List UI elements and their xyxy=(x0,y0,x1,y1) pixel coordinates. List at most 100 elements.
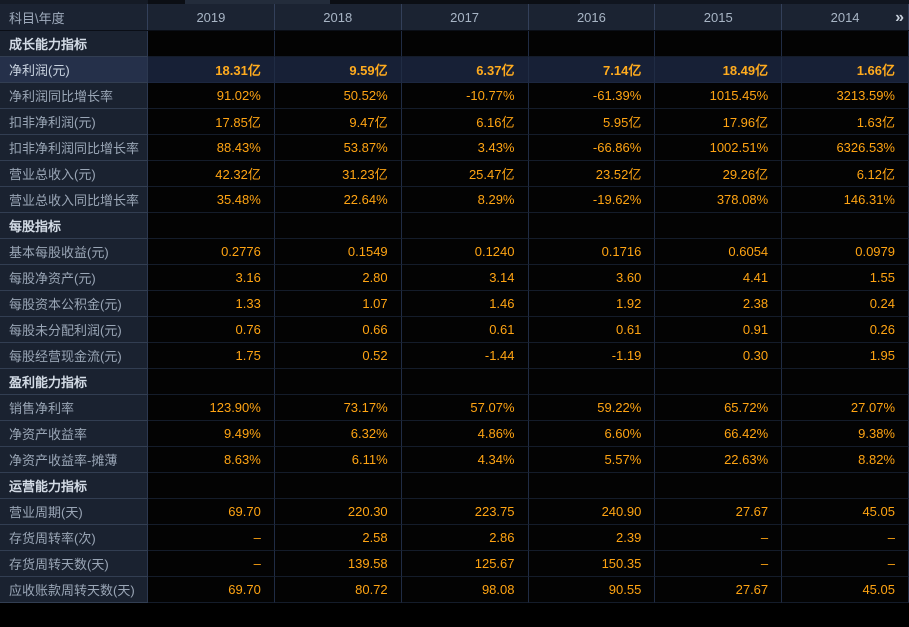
value-cell: 0.24 xyxy=(782,291,909,317)
table-row[interactable]: 每股未分配利润(元) 0.76 0.66 0.61 0.61 0.91 0.26 xyxy=(0,317,909,343)
value-cell: 25.47亿 xyxy=(401,161,529,187)
row-label: 扣非净利润同比增长率 xyxy=(0,135,148,161)
value-cell xyxy=(148,369,275,395)
row-label: 每股净资产(元) xyxy=(0,265,148,291)
value-cell: 6.37亿 xyxy=(401,57,529,83)
value-cell: 150.35 xyxy=(528,551,656,577)
value-cell: 65.72% xyxy=(655,395,783,421)
value-cell: 8.63% xyxy=(148,447,275,473)
value-cell: -19.62% xyxy=(528,187,656,213)
table-row[interactable]: 净资产收益率 9.49% 6.32% 4.86% 6.60% 66.42% 9.38% xyxy=(0,421,909,447)
section-row[interactable]: 成长能力指标 xyxy=(0,31,909,57)
value-cell: 27.07% xyxy=(782,395,909,421)
value-cell: 0.26 xyxy=(782,317,909,343)
section-row[interactable]: 运营能力指标 xyxy=(0,473,909,499)
value-cell: 1002.51% xyxy=(655,135,783,161)
value-cell: 57.07% xyxy=(401,395,529,421)
value-cell: 45.05 xyxy=(782,577,909,603)
table-row[interactable]: 扣非净利润同比增长率 88.43% 53.87% 3.43% -66.86% 1002.5… xyxy=(0,135,909,161)
value-cell: -1.19 xyxy=(528,343,656,369)
value-cell xyxy=(274,31,402,57)
table-row[interactable]: 每股资本公积金(元) 1.33 1.07 1.46 1.92 2.38 0.24 xyxy=(0,291,909,317)
table-row[interactable]: 应收账款周转天数(天) 69.70 80.72 98.08 90.55 27.67 45.0… xyxy=(0,577,909,603)
year-column-header[interactable]: 2018 xyxy=(275,4,402,30)
value-cell xyxy=(274,473,402,499)
value-cell: 69.70 xyxy=(148,577,275,603)
value-cell: 22.64% xyxy=(274,187,402,213)
year-column-header[interactable]: 2014 xyxy=(782,4,909,30)
value-cell: 1.66亿 xyxy=(782,57,909,83)
value-cell: 22.63% xyxy=(655,447,783,473)
table-row[interactable]: 扣非净利润(元) 17.85亿 9.47亿 6.16亿 5.95亿 17.96亿 1.63亿 xyxy=(0,109,909,135)
year-column-header[interactable]: 2015 xyxy=(655,4,783,30)
value-cell xyxy=(401,369,529,395)
value-cell: 1.92 xyxy=(528,291,656,317)
value-cell: 1.63亿 xyxy=(782,109,909,135)
value-cell xyxy=(148,213,275,239)
value-cell xyxy=(782,473,909,499)
table-row[interactable]: 营业周期(天) 69.70 220.30 223.75 240.90 27.67 45.05 xyxy=(0,499,909,525)
value-cell: 3.16 xyxy=(148,265,275,291)
value-cell: 4.86% xyxy=(401,421,529,447)
value-cell: 29.26亿 xyxy=(655,161,783,187)
value-cell: 27.67 xyxy=(655,577,783,603)
table-row[interactable]: 净利润(元) 18.31亿 9.59亿 6.37亿 7.14亿 18.49亿 1.66亿 xyxy=(0,57,909,83)
table-row[interactable]: 存货周转率(次) –2.58 2.86 2.39– – xyxy=(0,525,909,551)
value-cell: 18.49亿 xyxy=(655,57,783,83)
row-label: 净利润(元) xyxy=(0,57,148,83)
value-cell: 69.70 xyxy=(148,499,275,525)
top-strip-segment xyxy=(0,0,148,4)
value-cell: 8.82% xyxy=(782,447,909,473)
value-cell: 42.32亿 xyxy=(148,161,275,187)
value-cell: 66.42% xyxy=(655,421,783,447)
table-row[interactable]: 基本每股收益(元) 0.2776 0.1549 0.1240 0.1716 0.6054 0… xyxy=(0,239,909,265)
value-cell: 5.57% xyxy=(528,447,656,473)
more-years-button[interactable]: » xyxy=(895,8,904,26)
row-label: 每股指标 xyxy=(0,213,148,239)
value-cell: 0.61 xyxy=(401,317,529,343)
value-cell: – xyxy=(148,525,275,551)
value-cell: 50.52% xyxy=(274,83,402,109)
table-row[interactable]: 净资产收益率-摊薄 8.63% 6.11% 4.34% 5.57% 22.63% 8.82% xyxy=(0,447,909,473)
value-cell xyxy=(528,213,656,239)
row-label: 扣非净利润(元) xyxy=(0,109,148,135)
table-row[interactable]: 销售净利率 123.90% 73.17% 57.07% 59.22% 65.72% 27.0… xyxy=(0,395,909,421)
value-cell: 3.43% xyxy=(401,135,529,161)
value-cell: 73.17% xyxy=(274,395,402,421)
year-column-header[interactable]: 2019 xyxy=(148,4,275,30)
table-row[interactable]: 营业总收入同比增长率 35.48% 22.64% 8.29% -19.62% 378.08… xyxy=(0,187,909,213)
value-cell: 0.91 xyxy=(655,317,783,343)
section-row[interactable]: 每股指标 xyxy=(0,213,909,239)
value-cell: 2.58 xyxy=(274,525,402,551)
value-cell: -61.39% xyxy=(528,83,656,109)
year-column-header[interactable]: 2017 xyxy=(402,4,529,30)
table-row[interactable]: 营业总收入(元) 42.32亿 31.23亿 25.47亿 23.52亿 29.26亿 6.… xyxy=(0,161,909,187)
table-row[interactable]: 净利润同比增长率 91.02% 50.52% -10.77% -61.39% 1015.4… xyxy=(0,83,909,109)
year-column-header[interactable]: 2016 xyxy=(529,4,656,30)
value-cell: 3.60 xyxy=(528,265,656,291)
value-cell: 1.33 xyxy=(148,291,275,317)
value-cell: 9.38% xyxy=(782,421,909,447)
value-cell: 9.47亿 xyxy=(274,109,402,135)
row-label: 营业周期(天) xyxy=(0,499,148,525)
value-cell: 0.52 xyxy=(274,343,402,369)
value-cell: 27.67 xyxy=(655,499,783,525)
row-label: 净利润同比增长率 xyxy=(0,83,148,109)
section-row[interactable]: 盈利能力指标 xyxy=(0,369,909,395)
value-cell: 4.41 xyxy=(655,265,783,291)
row-label: 存货周转率(次) xyxy=(0,525,148,551)
value-cell: -1.44 xyxy=(401,343,529,369)
value-cell: 2.80 xyxy=(274,265,402,291)
table-row[interactable]: 每股净资产(元) 3.16 2.80 3.14 3.60 4.41 1.55 xyxy=(0,265,909,291)
row-label: 每股资本公积金(元) xyxy=(0,291,148,317)
value-cell: 1.55 xyxy=(782,265,909,291)
value-cell: 0.1549 xyxy=(274,239,402,265)
value-cell xyxy=(528,369,656,395)
value-cell: 59.22% xyxy=(528,395,656,421)
value-cell: 17.85亿 xyxy=(148,109,275,135)
table-row[interactable]: 每股经营现金流(元) 1.75 0.52 -1.44 -1.19 0.30 1.95 xyxy=(0,343,909,369)
row-label: 基本每股收益(元) xyxy=(0,239,148,265)
value-cell: – xyxy=(655,525,783,551)
table-row[interactable]: 存货周转天数(天) –139.58 125.67 150.35– – xyxy=(0,551,909,577)
